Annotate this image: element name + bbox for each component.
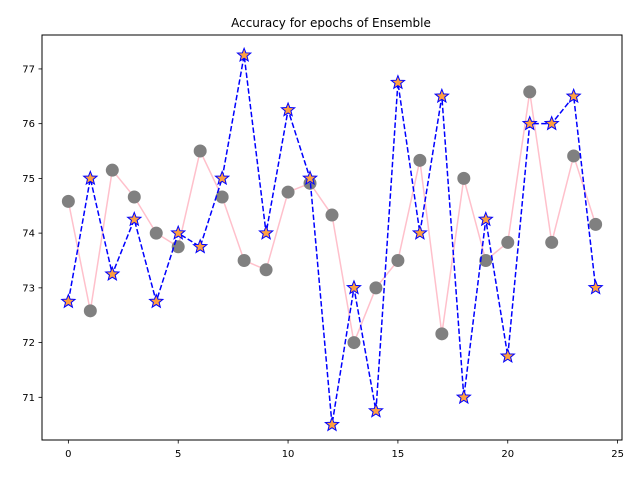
x-tick-label: 20 — [501, 449, 514, 460]
data-point — [60, 293, 77, 309]
y-tick-label: 73 — [22, 283, 35, 294]
data-point — [567, 149, 581, 163]
data-point — [259, 263, 273, 277]
y-tick-label: 75 — [22, 174, 35, 185]
series-line — [67, 55, 597, 425]
y-tick-label: 77 — [22, 64, 35, 75]
series-layer — [60, 46, 604, 432]
data-point — [369, 281, 383, 295]
data-point — [192, 238, 209, 254]
data-point — [389, 74, 406, 90]
data-point — [105, 163, 119, 177]
data-point — [104, 265, 121, 281]
data-point — [521, 115, 538, 131]
data-point — [565, 87, 582, 104]
data-point — [413, 153, 427, 167]
data-point — [501, 235, 515, 249]
data-point — [61, 194, 75, 208]
data-point — [324, 416, 340, 432]
data-point — [543, 115, 560, 131]
x-tick-label: 15 — [392, 449, 405, 460]
data-point — [237, 253, 251, 267]
data-point — [214, 169, 231, 186]
y-tick-label: 76 — [22, 119, 35, 130]
data-point — [83, 304, 97, 318]
data-point — [367, 402, 384, 418]
x-tick-label: 5 — [175, 449, 181, 460]
data-point — [82, 170, 99, 186]
data-point — [479, 253, 493, 267]
data-point — [148, 293, 165, 309]
data-point — [589, 217, 603, 231]
data-point — [236, 46, 253, 63]
y-tick-label: 74 — [22, 229, 35, 240]
data-point — [587, 279, 604, 295]
data-point — [126, 211, 143, 227]
series-2 — [60, 46, 604, 432]
x-tick-label: 10 — [282, 449, 295, 460]
data-point — [302, 169, 319, 186]
data-point — [345, 279, 362, 295]
data-point — [347, 336, 361, 350]
data-point — [127, 190, 141, 204]
series-1 — [61, 85, 603, 350]
plot-frame — [41, 34, 623, 441]
y-tick-label: 71 — [22, 393, 35, 404]
x-tick-label: 25 — [611, 449, 624, 460]
data-point — [433, 87, 450, 104]
data-point — [523, 85, 537, 99]
data-point — [193, 144, 207, 158]
x-tick-label: 0 — [65, 449, 71, 460]
x-axis: 0 5 10 15 20 25 — [65, 440, 624, 460]
data-point — [325, 208, 339, 222]
data-point — [258, 224, 275, 240]
data-point — [545, 235, 559, 249]
data-point — [149, 226, 163, 240]
data-point — [435, 327, 449, 341]
y-axis: 71 72 73 74 75 76 77 — [22, 64, 42, 404]
y-tick-label: 72 — [22, 338, 35, 349]
data-point — [171, 240, 185, 254]
chart-title: Accuracy for epochs of Ensemble — [231, 16, 431, 30]
data-point — [411, 224, 428, 240]
data-point — [477, 211, 494, 227]
data-point — [170, 224, 187, 240]
data-point — [499, 347, 516, 364]
data-point — [280, 101, 297, 117]
data-point — [391, 253, 405, 267]
data-point — [457, 171, 471, 185]
data-point — [281, 185, 295, 199]
data-point — [455, 388, 472, 405]
